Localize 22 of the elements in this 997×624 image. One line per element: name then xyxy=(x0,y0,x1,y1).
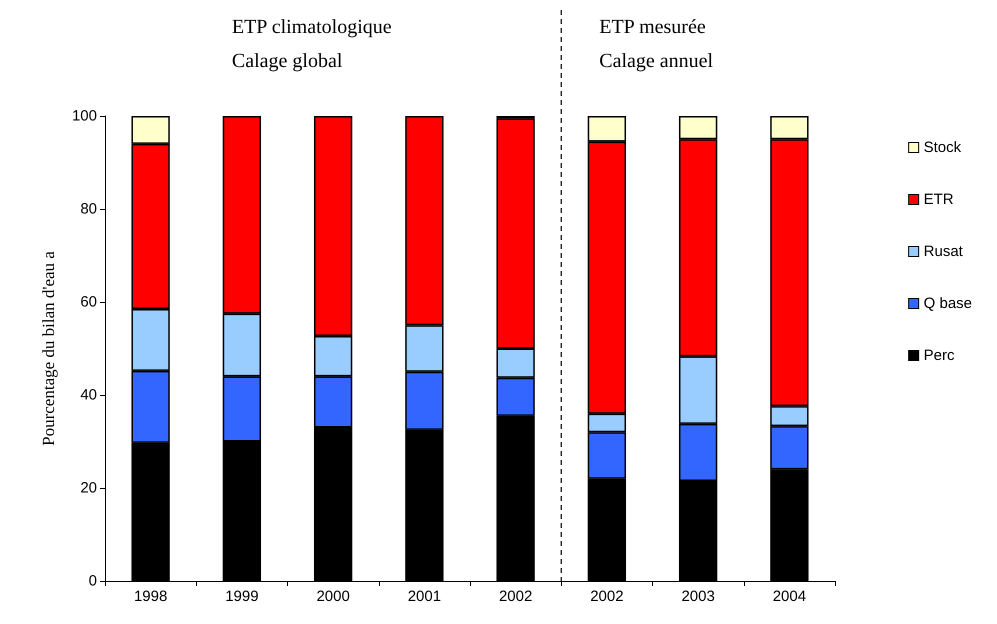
legend-label: Stock xyxy=(924,139,962,156)
y-tick-label: 100 xyxy=(72,108,97,124)
y-tick-label: 60 xyxy=(80,294,97,310)
x-tick-label: 2001 xyxy=(408,588,442,605)
y-tick-label: 0 xyxy=(88,572,97,590)
x-tick-label: 2002 xyxy=(498,588,532,605)
x-tick-label: 2002 xyxy=(590,588,624,605)
legend-label: Perc xyxy=(924,347,955,364)
legend-label: ETR xyxy=(924,191,954,208)
y-axis-title: Pourcentage du bilan d'eau a xyxy=(39,250,58,446)
y-tick-label: 40 xyxy=(80,386,97,404)
x-tick-label: 1998 xyxy=(134,588,168,605)
y-tick-label: 20 xyxy=(80,480,97,496)
text: ETP mesurée Calage annuel xyxy=(599,16,714,72)
x-tick-label: 1999 xyxy=(225,588,259,605)
legend-label: Q base xyxy=(924,295,972,312)
x-tick-label: 2000 xyxy=(316,588,350,605)
legend-label: Rusat xyxy=(924,243,964,260)
y-tick-label: 80 xyxy=(80,200,97,218)
x-tick-label: 2004 xyxy=(772,588,806,605)
text: ETP climatologique Calage global xyxy=(232,16,392,72)
x-tick-label: 2003 xyxy=(681,588,715,605)
